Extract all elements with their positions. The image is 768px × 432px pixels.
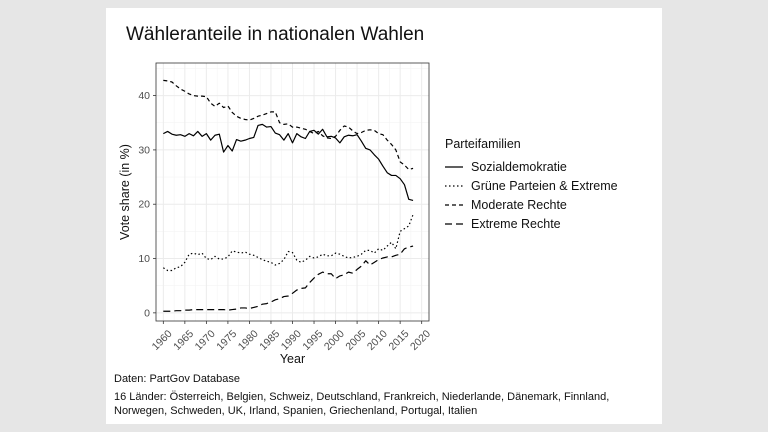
grid	[156, 63, 429, 321]
y-tick-label: 40	[138, 90, 150, 102]
y-axis-title: Vote share (in %)	[118, 144, 132, 240]
x-tick-label: 2010	[365, 328, 390, 353]
series-line-extreme-rechte	[163, 245, 414, 312]
x-tick-label: 2015	[386, 328, 411, 353]
x-tick-label: 1985	[257, 328, 282, 353]
series-line-moderate-rechte	[163, 79, 414, 171]
x-tick-label: 1965	[171, 328, 196, 353]
y-tick-label: 30	[138, 144, 150, 156]
legend-key-longdash	[445, 222, 463, 225]
x-tick-label: 1970	[193, 328, 218, 353]
series-line-sozialdemokratie	[163, 123, 414, 202]
x-tick-label: 2005	[343, 328, 368, 353]
slide: Wähleranteile in nationalen Wahlen 1960 1…	[106, 8, 662, 424]
series-line-grüne-parteien-extreme	[162, 214, 414, 272]
x-tick-label: 2020	[408, 328, 433, 353]
x-tick-label: 1980	[236, 328, 261, 353]
legend-item-gruene: Grüne Parteien & Extreme	[445, 176, 618, 195]
chart-title: Wähleranteile in nationalen Wahlen	[126, 24, 425, 45]
legend-key-dotted	[445, 184, 463, 187]
legend-item-extreme-rechte: Extreme Rechte	[445, 214, 618, 233]
x-tick-label: 2000	[322, 328, 347, 353]
legend-key-solid	[445, 165, 463, 168]
y-tick-label: 20	[138, 199, 150, 211]
legend: Parteifamilien Sozialdemokratie Grüne Pa…	[445, 137, 618, 233]
series-lines	[162, 79, 414, 312]
x-tick-label: 1975	[214, 328, 239, 353]
legend-item-moderate-rechte: Moderate Rechte	[445, 195, 618, 214]
x-axis-title: Year	[280, 352, 305, 366]
y-tick-label: 0	[144, 307, 150, 319]
y-tick-label: 10	[138, 253, 150, 265]
legend-item-sozialdemokratie: Sozialdemokratie	[445, 157, 618, 176]
legend-key-dashed	[445, 203, 463, 206]
x-tick-label: 1995	[300, 328, 325, 353]
legend-label: Extreme Rechte	[471, 216, 561, 231]
data-source-note: Daten: PartGov Database	[114, 373, 240, 385]
x-tick-label: 1990	[279, 328, 304, 353]
line-chart: 1960196519701975198019851990199520002005…	[118, 62, 433, 366]
x-tick-label: 1960	[150, 328, 175, 353]
legend-title: Parteifamilien	[445, 137, 521, 151]
legend-label: Grüne Parteien & Extreme	[471, 178, 618, 193]
legend-label: Sozialdemokratie	[471, 159, 567, 174]
legend-label: Moderate Rechte	[471, 197, 567, 212]
countries-note: 16 Länder: Österreich, Belgien, Schweiz,…	[114, 391, 610, 417]
